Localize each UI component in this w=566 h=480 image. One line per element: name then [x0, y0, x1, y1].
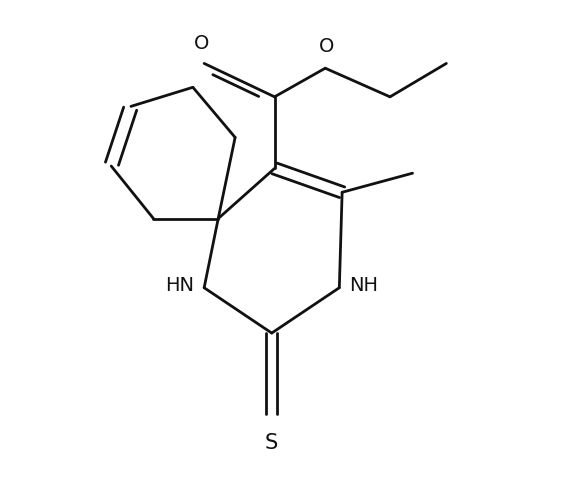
Text: HN: HN — [165, 276, 194, 295]
Text: S: S — [265, 433, 278, 453]
Text: NH: NH — [349, 276, 379, 295]
Text: O: O — [319, 37, 334, 56]
Text: O: O — [194, 34, 209, 53]
